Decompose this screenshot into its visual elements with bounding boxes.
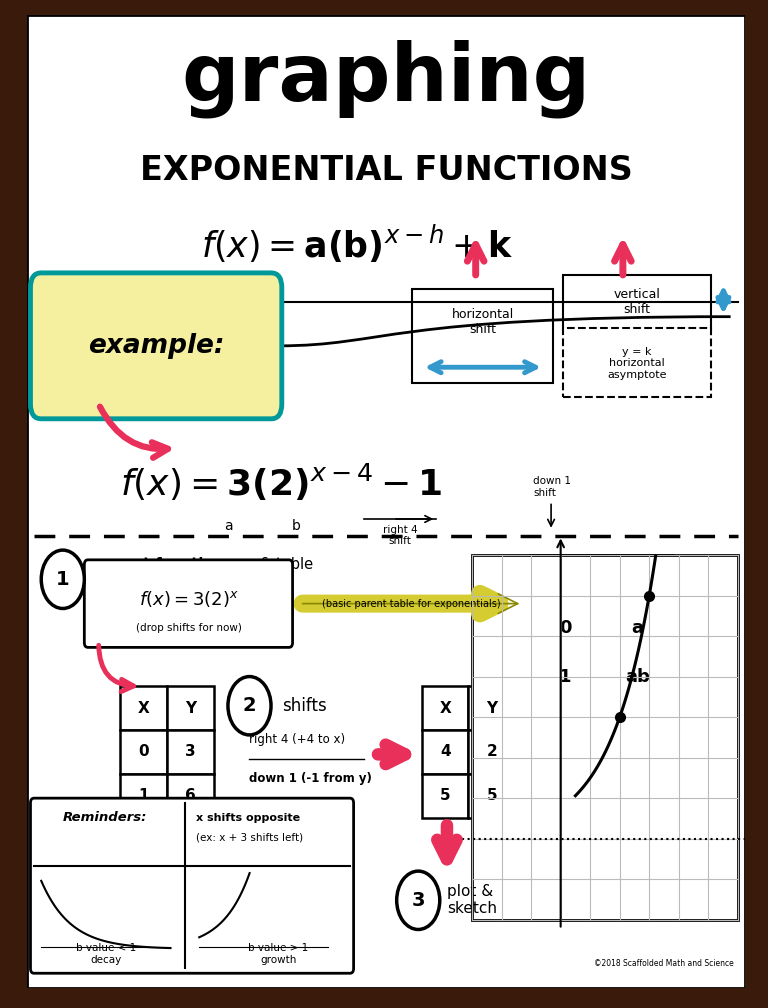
Text: down 1 (-1 from y): down 1 (-1 from y) [250, 772, 372, 785]
Text: x shifts opposite: x shifts opposite [196, 812, 300, 823]
FancyBboxPatch shape [27, 15, 745, 988]
Text: right 4
shift: right 4 shift [383, 525, 418, 546]
Text: 1: 1 [559, 667, 571, 685]
Text: 5: 5 [486, 788, 497, 803]
Text: horizontal
shift: horizontal shift [452, 307, 514, 336]
FancyBboxPatch shape [563, 275, 711, 330]
Text: ©2018 Scaffolded Math and Science: ©2018 Scaffolded Math and Science [594, 959, 734, 968]
FancyBboxPatch shape [121, 686, 167, 730]
Text: 2: 2 [486, 745, 497, 759]
FancyBboxPatch shape [530, 652, 601, 701]
Text: X: X [558, 571, 572, 589]
FancyBboxPatch shape [468, 730, 515, 774]
FancyBboxPatch shape [31, 273, 282, 418]
Text: parent function: parent function [95, 557, 224, 573]
Text: 5: 5 [440, 788, 451, 803]
FancyBboxPatch shape [530, 555, 601, 604]
FancyBboxPatch shape [468, 774, 515, 817]
Circle shape [397, 871, 440, 929]
FancyBboxPatch shape [167, 686, 214, 730]
FancyBboxPatch shape [121, 730, 167, 774]
FancyBboxPatch shape [422, 686, 468, 730]
Text: 2: 2 [243, 697, 257, 716]
Text: (ex: x + 3 shifts left): (ex: x + 3 shifts left) [196, 832, 303, 842]
Text: 3: 3 [412, 891, 425, 910]
Text: Y: Y [631, 571, 644, 589]
Text: a: a [631, 619, 644, 637]
Text: plot &
sketch: plot & sketch [447, 884, 497, 916]
FancyBboxPatch shape [31, 798, 353, 974]
Text: ab: ab [625, 667, 650, 685]
Text: b: b [292, 519, 300, 533]
Text: 3: 3 [185, 745, 196, 759]
Text: b value > 1
growth: b value > 1 growth [248, 943, 308, 965]
FancyBboxPatch shape [412, 289, 553, 383]
Text: vertical
shift: vertical shift [614, 288, 660, 317]
Text: 1: 1 [56, 570, 70, 589]
Text: $f(x) = \mathbf{a(b)}^{x-h} + \mathbf{k}$: $f(x) = \mathbf{a(b)}^{x-h} + \mathbf{k}… [201, 223, 513, 265]
Text: $f(x) = \mathbf{3(2)}^{x-4} - \mathbf{1}$: $f(x) = \mathbf{3(2)}^{x-4} - \mathbf{1}… [121, 462, 442, 503]
Bar [472, 555, 738, 919]
Text: 1: 1 [138, 788, 149, 803]
Text: Y: Y [184, 701, 196, 716]
Text: down 1
shift: down 1 shift [533, 476, 571, 498]
Text: $f(x) = 3(2)^x$: $f(x) = 3(2)^x$ [138, 589, 238, 609]
Text: shifts: shifts [282, 697, 326, 715]
FancyBboxPatch shape [121, 774, 167, 817]
FancyBboxPatch shape [601, 604, 673, 652]
Text: (drop shifts for now): (drop shifts for now) [135, 623, 241, 633]
Text: EXPONENTIAL FUNCTIONS: EXPONENTIAL FUNCTIONS [140, 154, 632, 187]
Text: 4: 4 [440, 745, 451, 759]
Text: right 4 (+4 to x): right 4 (+4 to x) [250, 733, 346, 746]
Text: 0: 0 [138, 745, 149, 759]
Text: Reminders:: Reminders: [63, 811, 147, 825]
FancyBboxPatch shape [84, 559, 293, 647]
FancyBboxPatch shape [563, 329, 711, 397]
Text: (basic parent table for exponentials): (basic parent table for exponentials) [322, 599, 501, 609]
Text: b value < 1
decay: b value < 1 decay [76, 943, 136, 965]
Text: 0: 0 [559, 619, 571, 637]
Text: a: a [223, 519, 232, 533]
FancyBboxPatch shape [601, 555, 673, 604]
Text: example:: example: [88, 333, 224, 359]
Text: & table: & table [260, 557, 313, 573]
FancyBboxPatch shape [530, 604, 601, 652]
FancyBboxPatch shape [167, 774, 214, 817]
Circle shape [228, 676, 271, 735]
FancyBboxPatch shape [167, 730, 214, 774]
Circle shape [41, 550, 84, 609]
Text: X: X [439, 701, 451, 716]
Text: y = k
horizontal
asymptote: y = k horizontal asymptote [607, 347, 667, 380]
Text: Y: Y [486, 701, 498, 716]
FancyBboxPatch shape [422, 774, 468, 817]
Text: 6: 6 [185, 788, 196, 803]
FancyBboxPatch shape [601, 652, 673, 701]
Text: graphing: graphing [181, 39, 591, 118]
FancyBboxPatch shape [468, 686, 515, 730]
FancyBboxPatch shape [422, 730, 468, 774]
Text: X: X [137, 701, 150, 716]
